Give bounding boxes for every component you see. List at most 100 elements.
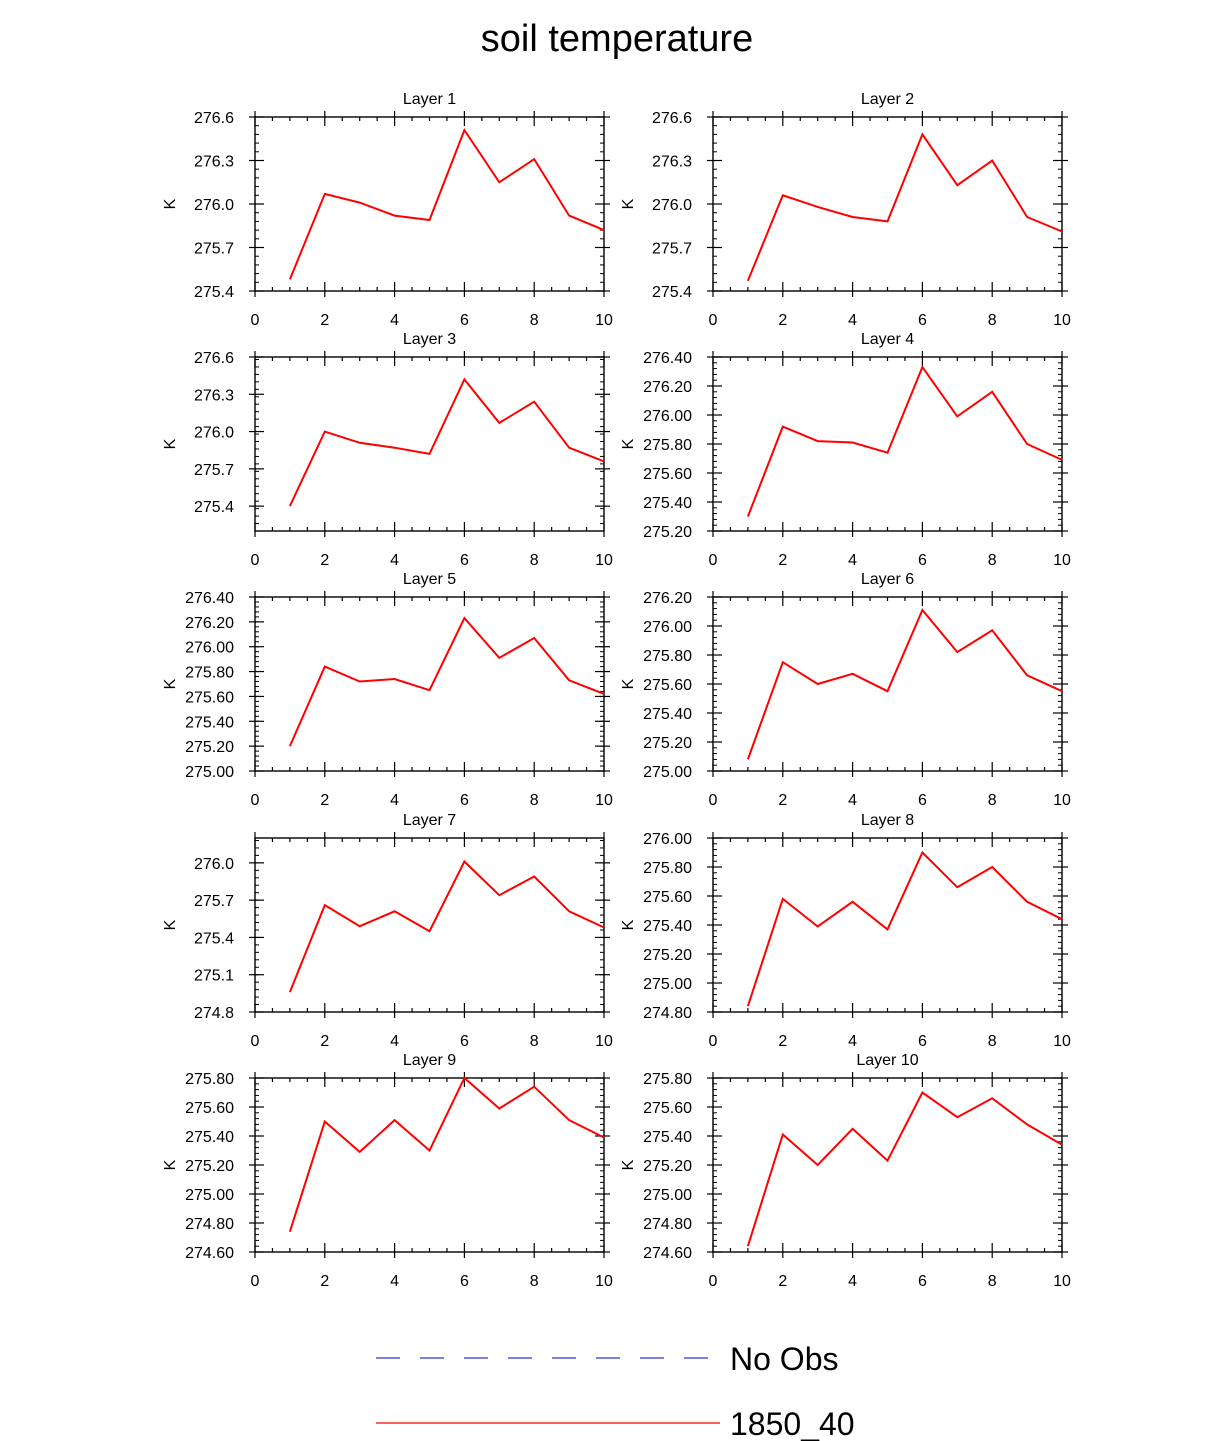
y-axis-label: K xyxy=(162,1159,179,1170)
y-tick-label: 276.00 xyxy=(643,619,692,636)
x-tick-label: 0 xyxy=(709,552,718,569)
x-tick-label: 10 xyxy=(595,552,613,569)
x-tick-label: 4 xyxy=(848,1033,857,1050)
y-tick-label: 276.20 xyxy=(643,379,692,396)
x-tick-label: 4 xyxy=(390,792,399,809)
x-tick-label: 0 xyxy=(709,1273,718,1290)
y-axis-label: K xyxy=(162,919,179,930)
series-line-1850-40 xyxy=(288,616,605,747)
y-tick-label: 275.60 xyxy=(185,689,234,706)
y-axis-label: K xyxy=(162,678,179,689)
x-tick-label: 2 xyxy=(320,312,329,329)
y-tick-label: 275.20 xyxy=(185,1158,234,1175)
plot-frame xyxy=(712,356,1063,532)
x-tick-label: 0 xyxy=(709,312,718,329)
x-tick-label: 2 xyxy=(778,552,787,569)
x-tick-label: 4 xyxy=(848,312,857,329)
series-line-1850-40 xyxy=(746,132,1063,282)
y-tick-label: 276.20 xyxy=(643,590,692,607)
y-tick-label: 274.80 xyxy=(185,1216,234,1233)
plot-frame xyxy=(712,1077,1063,1253)
x-tick-label: 4 xyxy=(390,1273,399,1290)
panel-layer-1: Layer 1 K 0 2 4 6 8 10 275.4 275.7 276.0 276.3 276.6 xyxy=(162,91,613,329)
y-axis-label: K xyxy=(162,198,179,209)
y-tick-label: 274.80 xyxy=(643,1216,692,1233)
y-tick-label: 275.4 xyxy=(194,499,234,516)
series-line-1850-40 xyxy=(288,859,605,993)
panel-title: Layer 10 xyxy=(856,1052,918,1069)
y-tick-label: 275.00 xyxy=(643,764,692,781)
y-tick-label: 275.80 xyxy=(643,648,692,665)
x-tick-label: 8 xyxy=(530,312,539,329)
plot-frame xyxy=(254,596,605,772)
panel-title: Layer 8 xyxy=(861,812,914,829)
legend: No Obs 1850_40 xyxy=(376,1341,855,1441)
y-axis-label: K xyxy=(620,198,637,209)
x-tick-label: 10 xyxy=(595,1273,613,1290)
y-tick-label: 274.80 xyxy=(643,1005,692,1022)
x-tick-label: 8 xyxy=(530,792,539,809)
series-line-1850-40 xyxy=(288,127,605,280)
x-tick-label: 6 xyxy=(918,552,927,569)
y-tick-label: 276.40 xyxy=(643,350,692,367)
y-axis-label: K xyxy=(620,919,637,930)
x-tick-label: 0 xyxy=(251,312,260,329)
plot-frame xyxy=(712,837,1063,1013)
y-tick-label: 275.60 xyxy=(185,1100,234,1117)
panel-layer-5: Layer 5 K 0 2 4 6 8 10 275.00 275.20 275.40 275.60 2… xyxy=(162,571,613,809)
x-tick-label: 4 xyxy=(848,1273,857,1290)
y-tick-label: 275.80 xyxy=(185,1071,234,1088)
x-tick-label: 6 xyxy=(918,1033,927,1050)
y-tick-label: 274.60 xyxy=(185,1245,234,1262)
x-tick-label: 8 xyxy=(530,552,539,569)
y-tick-label: 275.40 xyxy=(185,1129,234,1146)
y-tick-label: 275.40 xyxy=(643,706,692,723)
y-tick-label: 275.7 xyxy=(194,893,234,910)
x-tick-label: 6 xyxy=(918,792,927,809)
x-tick-label: 2 xyxy=(778,312,787,329)
panel-title: Layer 1 xyxy=(403,91,456,108)
y-tick-label: 276.6 xyxy=(194,350,234,367)
x-tick-label: 4 xyxy=(390,1033,399,1050)
y-tick-label: 276.3 xyxy=(194,387,234,404)
y-tick-label: 275.1 xyxy=(194,968,234,985)
x-tick-label: 8 xyxy=(530,1033,539,1050)
y-tick-label: 276.0 xyxy=(194,425,234,442)
x-tick-label: 10 xyxy=(1053,552,1071,569)
y-tick-label: 275.7 xyxy=(194,462,234,479)
x-tick-label: 6 xyxy=(460,1033,469,1050)
y-tick-label: 275.80 xyxy=(643,860,692,877)
plot-frame xyxy=(254,116,605,292)
x-tick-label: 6 xyxy=(460,1273,469,1290)
y-tick-label: 276.0 xyxy=(194,197,234,214)
y-tick-label: 275.80 xyxy=(643,437,692,454)
y-tick-label: 275.4 xyxy=(652,284,692,301)
series-line-1850-40 xyxy=(746,608,1063,760)
x-tick-label: 6 xyxy=(460,792,469,809)
x-tick-label: 0 xyxy=(251,792,260,809)
x-tick-label: 10 xyxy=(1053,312,1071,329)
y-tick-label: 276.6 xyxy=(194,110,234,127)
legend-label-2: 1850_40 xyxy=(730,1406,855,1441)
x-tick-label: 0 xyxy=(251,552,260,569)
series-line-1850-40 xyxy=(288,1076,605,1233)
series-line-1850-40 xyxy=(746,1091,1063,1247)
x-tick-label: 2 xyxy=(320,552,329,569)
panel-layer-10: Layer 10 K 0 2 4 6 8 10 274.60 274.80 275.00 275.20… xyxy=(620,1052,1071,1290)
y-tick-label: 275.20 xyxy=(643,947,692,964)
panel-layer-6: Layer 6 K 0 2 4 6 8 10 275.00 275.20 275.40 275.60 2… xyxy=(620,571,1071,809)
x-tick-label: 4 xyxy=(848,792,857,809)
y-tick-label: 276.0 xyxy=(652,197,692,214)
x-tick-label: 2 xyxy=(778,1033,787,1050)
plot-frame xyxy=(254,1077,605,1253)
plot-frame xyxy=(254,356,605,532)
x-tick-label: 8 xyxy=(988,552,997,569)
y-tick-label: 275.40 xyxy=(643,495,692,512)
y-tick-label: 275.20 xyxy=(643,735,692,752)
legend-label-1: No Obs xyxy=(730,1341,838,1377)
x-tick-label: 10 xyxy=(1053,792,1071,809)
panel-title: Layer 2 xyxy=(861,91,914,108)
y-tick-label: 276.00 xyxy=(643,408,692,425)
x-tick-label: 2 xyxy=(778,1273,787,1290)
